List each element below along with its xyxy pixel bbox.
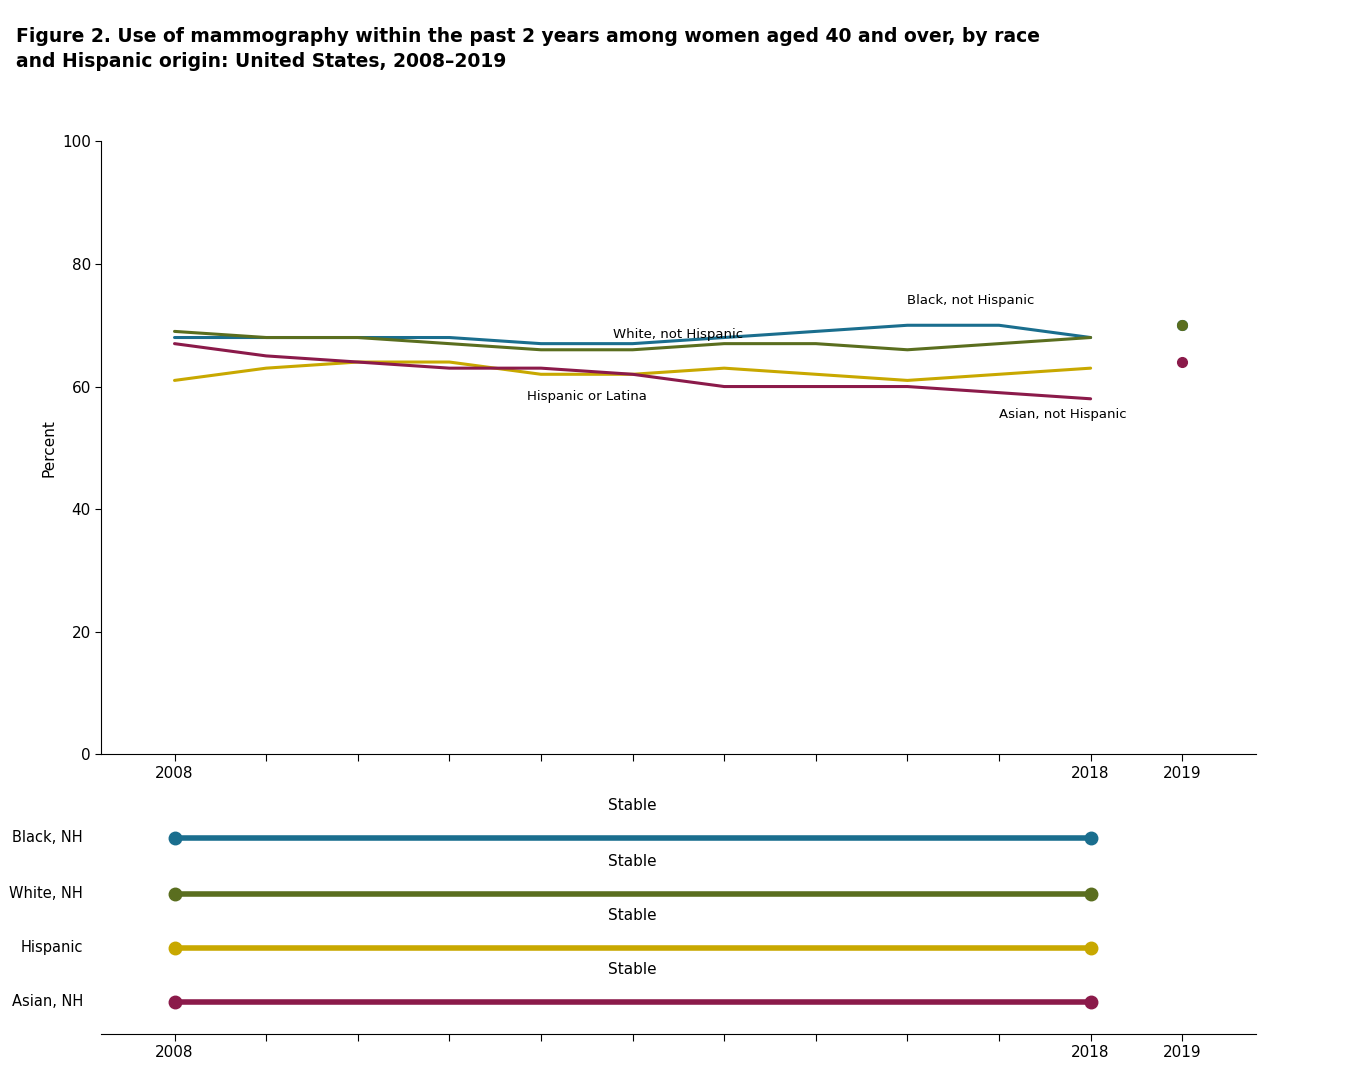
Text: Stable: Stable [609,798,657,813]
Text: Stable: Stable [609,908,657,924]
Text: Hispanic or Latina: Hispanic or Latina [526,390,647,403]
Text: Hispanic: Hispanic [20,940,82,955]
Text: Black, NH: Black, NH [12,830,82,845]
Text: Asian, NH: Asian, NH [12,994,82,1010]
Text: Asian, not Hispanic: Asian, not Hispanic [999,408,1127,421]
Y-axis label: Percent: Percent [42,419,57,477]
Text: White, not Hispanic: White, not Hispanic [613,327,744,341]
Text: and Hispanic origin: United States, 2008–2019: and Hispanic origin: United States, 2008… [16,52,506,71]
Text: Figure 2. Use of mammography within the past 2 years among women aged 40 and ove: Figure 2. Use of mammography within the … [16,27,1041,46]
Text: Stable: Stable [609,854,657,869]
Text: White, NH: White, NH [9,887,82,901]
Text: Black, not Hispanic: Black, not Hispanic [907,294,1034,307]
Text: Stable: Stable [609,962,657,977]
